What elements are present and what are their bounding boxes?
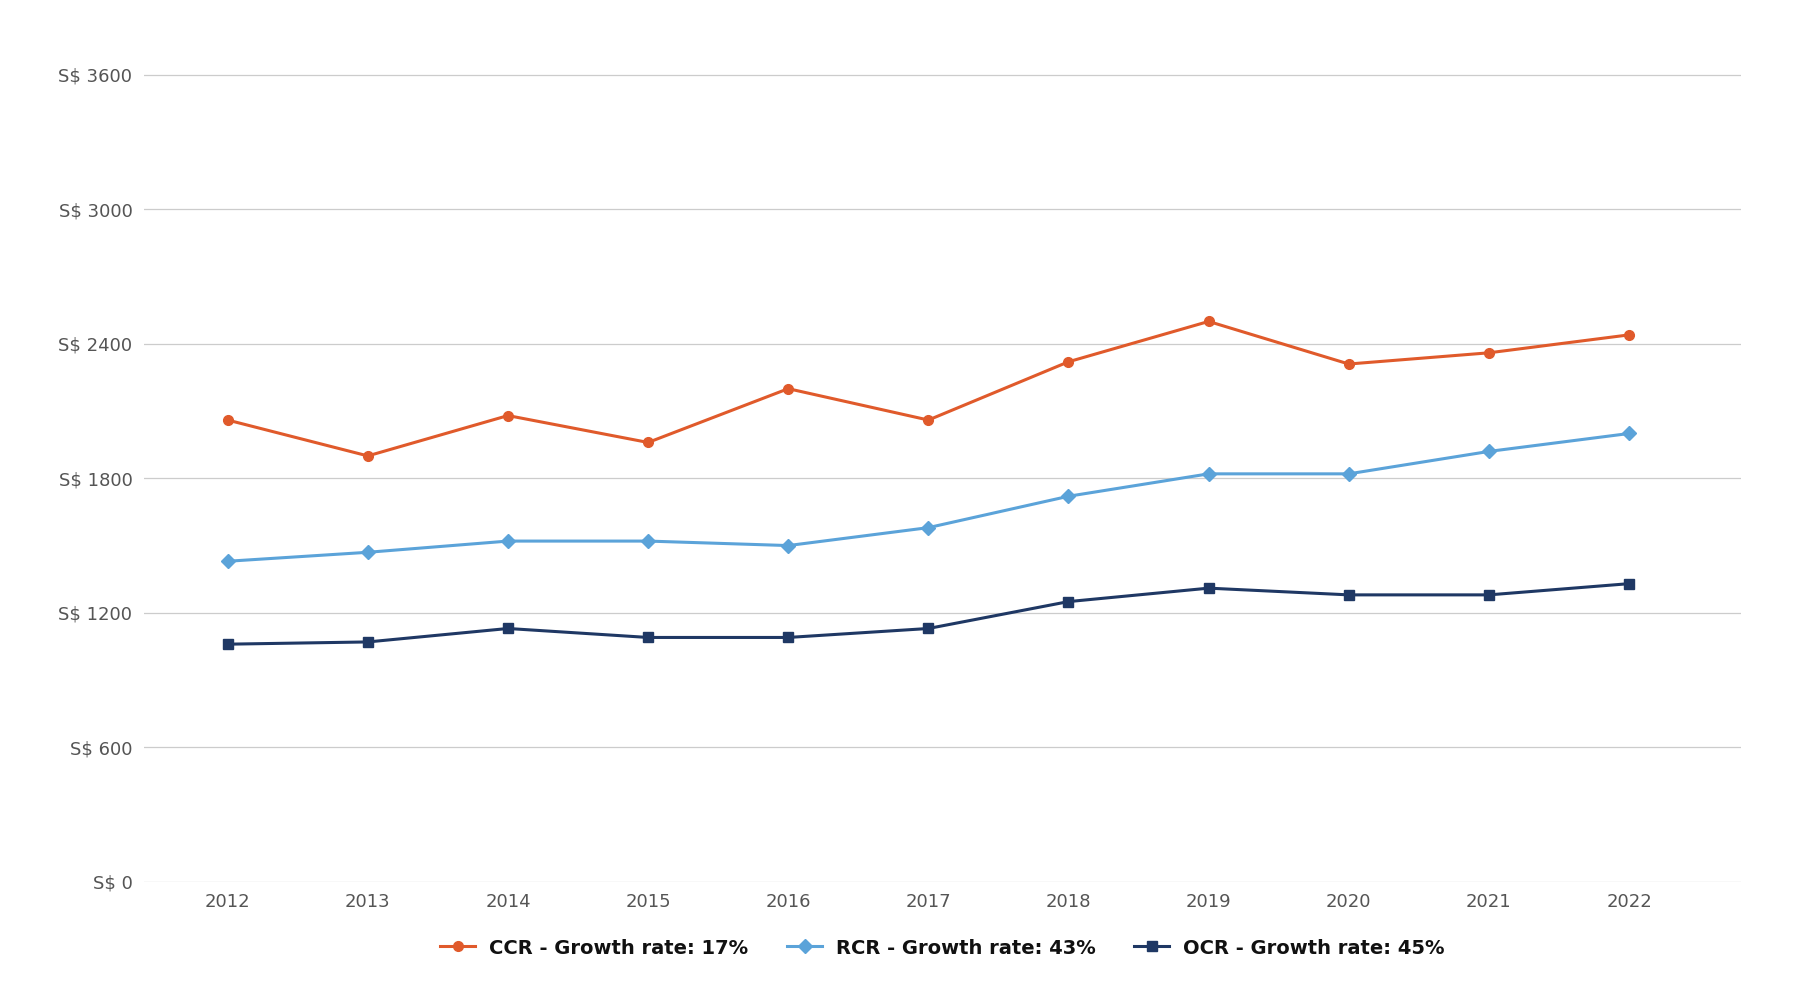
Legend: CCR - Growth rate: 17%, RCR - Growth rate: 43%, OCR - Growth rate: 45%: CCR - Growth rate: 17%, RCR - Growth rat… [433,931,1452,966]
